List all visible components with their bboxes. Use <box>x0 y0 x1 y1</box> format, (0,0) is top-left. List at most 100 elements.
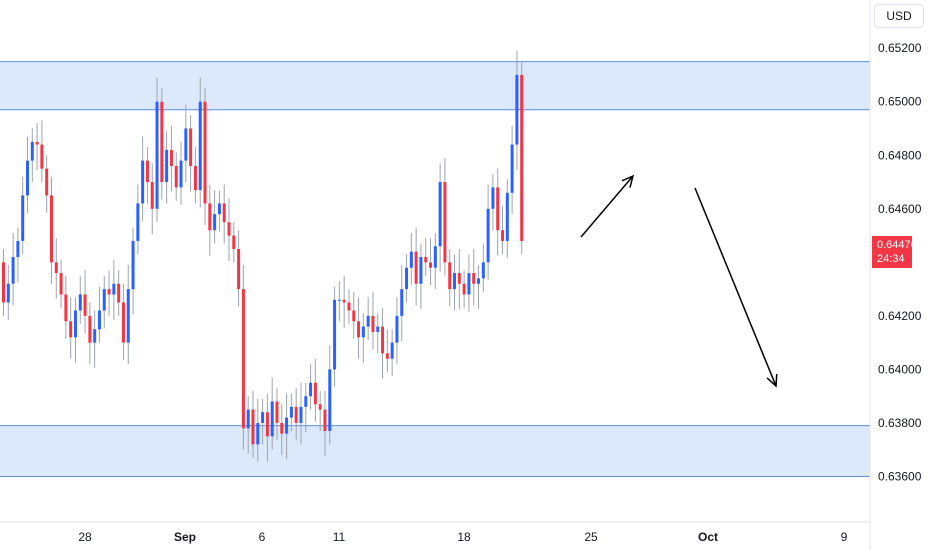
time-tick: 28 <box>78 530 92 544</box>
candle-body <box>453 273 457 290</box>
candle-body <box>227 222 231 236</box>
candle-body <box>491 187 495 209</box>
candle-body <box>515 74 519 145</box>
candle-body <box>376 326 380 332</box>
candle-body <box>366 315 370 327</box>
candle-body <box>145 160 149 183</box>
candle-body <box>237 248 241 290</box>
time-tick: Sep <box>174 530 196 544</box>
candle-body <box>97 310 101 330</box>
candle-body <box>309 382 313 397</box>
zones-layer <box>0 61 870 477</box>
candle-body <box>189 128 193 166</box>
candle-body <box>40 144 44 169</box>
candle-body <box>400 289 404 316</box>
candle-body <box>381 326 385 354</box>
candle-body <box>54 262 58 274</box>
candle-body <box>45 168 49 196</box>
candle-body <box>11 256 15 284</box>
candle-body <box>174 165 178 188</box>
candle-body <box>160 101 164 183</box>
support-zone <box>0 425 870 477</box>
candle-body <box>141 160 145 204</box>
candle-body <box>64 294 68 322</box>
time-tick: 9 <box>841 530 848 544</box>
arrows-layer <box>580 174 778 388</box>
candle-body <box>371 315 375 332</box>
candle-body <box>270 401 274 437</box>
candle-body <box>337 299 341 301</box>
candles-layer <box>2 50 524 462</box>
candle-body <box>294 406 298 423</box>
candle-body <box>395 315 399 343</box>
candle-body <box>241 289 245 429</box>
candle-body <box>131 240 135 290</box>
candle-body <box>203 101 207 204</box>
candle-body <box>6 283 10 303</box>
candle-body <box>333 299 337 370</box>
currency-selector[interactable]: USD <box>874 4 924 28</box>
candle-body <box>73 310 77 338</box>
time-axis: 28 Sep 6 11 18 25 Oct 9 <box>78 530 847 544</box>
candle-body <box>285 417 289 434</box>
candle-body <box>520 74 524 241</box>
candle-body <box>49 195 53 263</box>
candle-body <box>217 203 221 215</box>
candle-body <box>448 262 452 290</box>
candle-body <box>102 289 106 311</box>
candle-body <box>347 302 351 311</box>
candle-body <box>501 230 505 241</box>
price-tick: 0.64600 <box>878 202 922 216</box>
candle-body <box>126 289 130 343</box>
candle-body <box>405 267 409 290</box>
candle-body <box>438 182 442 247</box>
candle-body <box>462 283 466 295</box>
candle-body <box>390 342 394 359</box>
candle-body <box>414 251 418 284</box>
candle-body <box>165 149 169 183</box>
candle-body <box>419 256 423 284</box>
candle-body <box>83 294 87 316</box>
candle-body <box>117 283 121 303</box>
last-price-countdown: 24:34 <box>877 253 905 265</box>
candle-body <box>280 422 284 434</box>
candle-body <box>112 283 116 295</box>
candle-body <box>477 278 481 284</box>
candle-body <box>510 144 514 193</box>
candle-body <box>318 404 322 410</box>
candle-body <box>342 299 346 303</box>
candle-body <box>265 412 269 437</box>
arrow-head-down <box>766 373 778 388</box>
candle-body <box>299 406 303 423</box>
candle-body <box>289 406 293 418</box>
candle-body <box>59 273 63 295</box>
candle-body <box>30 141 34 161</box>
candle-body <box>328 369 332 431</box>
price-axis: 0.65200 0.65000 0.64800 0.64600 0.64200 0.640… <box>878 41 922 483</box>
candle-body <box>467 273 471 295</box>
candle-body <box>385 353 389 359</box>
candle-body <box>155 101 159 209</box>
candle-body <box>323 409 327 431</box>
candle-body <box>232 235 236 249</box>
candle-body <box>433 246 437 268</box>
candle-body <box>121 302 125 343</box>
candle-body <box>2 262 5 303</box>
candle-body <box>357 321 361 338</box>
candle-body <box>169 149 173 166</box>
arrow-down <box>694 187 777 387</box>
price-tick: 0.63600 <box>878 469 922 483</box>
candle-body <box>457 273 461 284</box>
price-tick: 0.64200 <box>878 309 922 323</box>
candle-body <box>184 128 188 161</box>
candle-body <box>429 262 433 268</box>
resistance-zone <box>0 61 870 110</box>
price-tick: 0.63800 <box>878 416 922 430</box>
candle-body <box>443 182 447 263</box>
time-tick: 25 <box>584 530 598 544</box>
candle-body <box>352 310 356 322</box>
price-tick: 0.64800 <box>878 148 922 162</box>
candle-body <box>496 187 500 231</box>
arrow-up <box>580 175 634 238</box>
